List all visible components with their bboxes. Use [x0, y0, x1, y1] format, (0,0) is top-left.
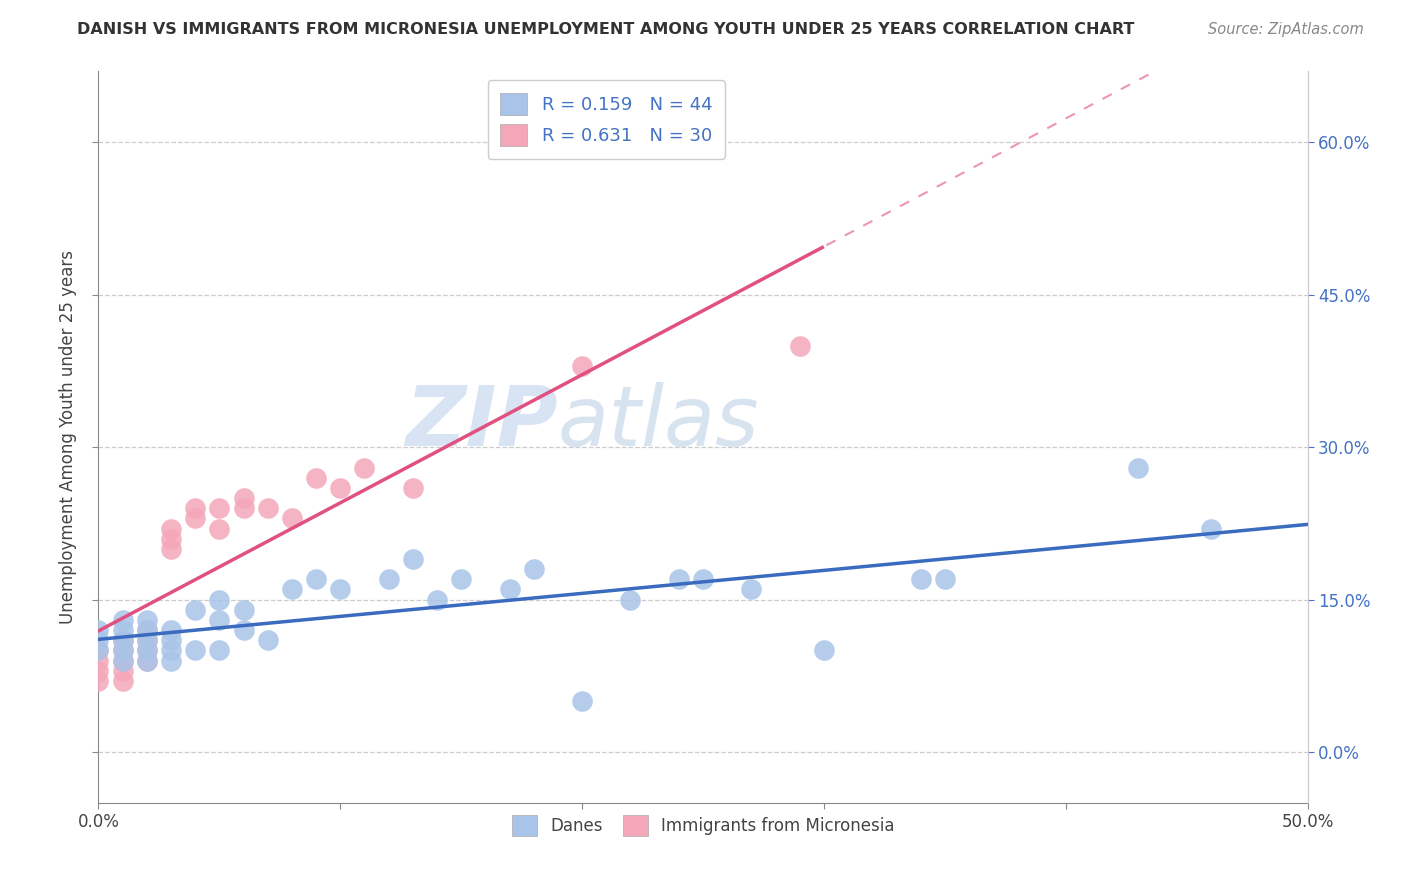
- Point: [87, 633, 110, 648]
- Point: [111, 654, 134, 668]
- Legend: Danes, Immigrants from Micronesia: Danes, Immigrants from Micronesia: [502, 805, 904, 846]
- Point: [498, 582, 520, 597]
- Point: [111, 633, 134, 648]
- Point: [111, 613, 134, 627]
- Point: [160, 633, 183, 648]
- Point: [111, 633, 134, 648]
- Text: Source: ZipAtlas.com: Source: ZipAtlas.com: [1208, 22, 1364, 37]
- Point: [305, 471, 328, 485]
- Point: [910, 572, 932, 586]
- Point: [402, 481, 425, 495]
- Point: [232, 623, 254, 637]
- Point: [111, 654, 134, 668]
- Point: [619, 592, 641, 607]
- Point: [208, 613, 231, 627]
- Point: [256, 633, 278, 648]
- Point: [160, 532, 183, 546]
- Point: [135, 643, 157, 657]
- Point: [111, 643, 134, 657]
- Point: [329, 481, 352, 495]
- Point: [184, 643, 207, 657]
- Point: [426, 592, 449, 607]
- Point: [87, 643, 110, 657]
- Point: [111, 643, 134, 657]
- Point: [571, 694, 593, 708]
- Point: [87, 654, 110, 668]
- Point: [789, 339, 811, 353]
- Point: [1128, 460, 1150, 475]
- Point: [135, 623, 157, 637]
- Point: [184, 501, 207, 516]
- Point: [111, 664, 134, 678]
- Point: [353, 460, 375, 475]
- Text: atlas: atlas: [558, 382, 759, 463]
- Point: [740, 582, 762, 597]
- Point: [135, 613, 157, 627]
- Point: [281, 582, 304, 597]
- Point: [571, 359, 593, 373]
- Point: [135, 633, 157, 648]
- Point: [208, 501, 231, 516]
- Point: [87, 664, 110, 678]
- Point: [232, 603, 254, 617]
- Point: [87, 643, 110, 657]
- Point: [111, 673, 134, 688]
- Point: [135, 643, 157, 657]
- Point: [232, 491, 254, 505]
- Point: [450, 572, 472, 586]
- Point: [232, 501, 254, 516]
- Point: [329, 582, 352, 597]
- Point: [523, 562, 546, 576]
- Point: [208, 521, 231, 535]
- Point: [160, 623, 183, 637]
- Point: [160, 521, 183, 535]
- Point: [135, 633, 157, 648]
- Point: [160, 541, 183, 556]
- Point: [160, 654, 183, 668]
- Point: [135, 654, 157, 668]
- Point: [135, 654, 157, 668]
- Point: [1199, 521, 1222, 535]
- Point: [934, 572, 956, 586]
- Point: [184, 603, 207, 617]
- Point: [111, 623, 134, 637]
- Point: [305, 572, 328, 586]
- Point: [402, 552, 425, 566]
- Point: [87, 623, 110, 637]
- Point: [135, 623, 157, 637]
- Y-axis label: Unemployment Among Youth under 25 years: Unemployment Among Youth under 25 years: [59, 250, 77, 624]
- Point: [377, 572, 399, 586]
- Point: [184, 511, 207, 525]
- Text: ZIP: ZIP: [405, 382, 558, 463]
- Point: [208, 643, 231, 657]
- Point: [692, 572, 714, 586]
- Point: [208, 592, 231, 607]
- Point: [668, 572, 690, 586]
- Text: DANISH VS IMMIGRANTS FROM MICRONESIA UNEMPLOYMENT AMONG YOUTH UNDER 25 YEARS COR: DANISH VS IMMIGRANTS FROM MICRONESIA UNE…: [77, 22, 1135, 37]
- Point: [160, 643, 183, 657]
- Point: [813, 643, 835, 657]
- Point: [256, 501, 278, 516]
- Point: [87, 673, 110, 688]
- Point: [281, 511, 304, 525]
